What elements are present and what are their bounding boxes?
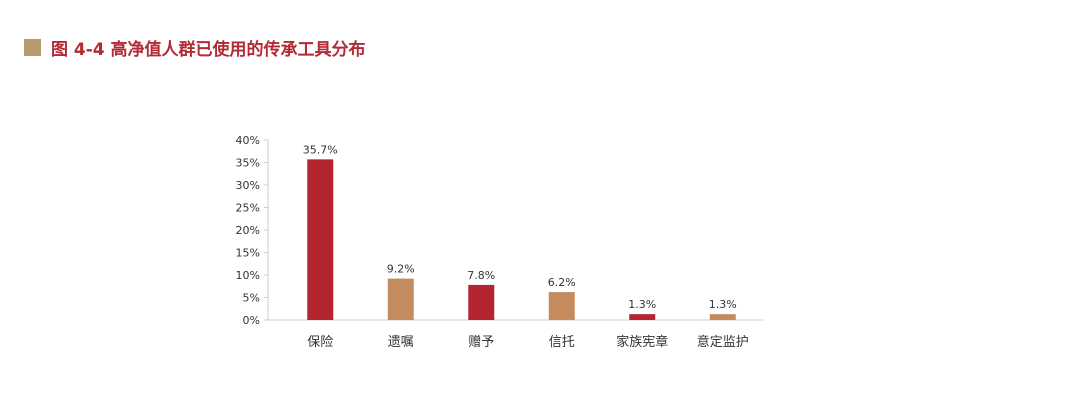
bar	[387, 278, 414, 320]
figure-title: 图 4-4 高净值人群已使用的传承工具分布	[51, 39, 366, 60]
category-label: 保险	[307, 335, 333, 350]
y-tick-label: 30%	[236, 179, 260, 192]
y-tick-label: 20%	[236, 224, 260, 237]
category-label: 遗嘱	[388, 335, 414, 350]
bar	[709, 314, 736, 320]
data-label: 1.3%	[709, 298, 737, 311]
y-tick-label: 25%	[236, 202, 260, 215]
bar	[468, 284, 495, 320]
y-tick-label: 40%	[236, 134, 260, 147]
y-tick-label: 10%	[236, 269, 260, 282]
data-label: 1.3%	[628, 298, 656, 311]
category-label: 家族宪章	[616, 334, 668, 350]
title-marker-square	[24, 38, 41, 56]
y-tick-label: 5%	[243, 292, 260, 305]
y-tick-label: 0%	[243, 314, 260, 327]
data-label: 7.8%	[467, 269, 495, 282]
data-label: 35.7%	[303, 143, 338, 156]
category-label: 意定监护	[697, 334, 749, 350]
y-tick-label: 35%	[236, 157, 260, 170]
category-label: 赠予	[468, 335, 494, 350]
bar	[548, 292, 575, 320]
y-tick-label: 15%	[236, 247, 260, 260]
figure-title-bar: 图 4-4 高净值人群已使用的传承工具分布	[24, 36, 366, 60]
category-label: 信托	[549, 335, 575, 350]
bar	[307, 159, 334, 320]
data-label: 6.2%	[548, 276, 576, 289]
data-label: 9.2%	[387, 263, 415, 276]
bar	[629, 314, 656, 320]
